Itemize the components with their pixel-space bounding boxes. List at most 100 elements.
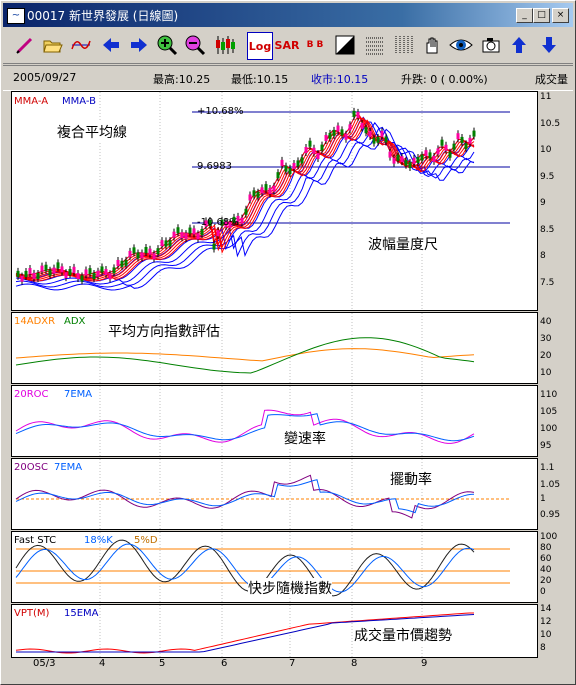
stc-tick: 0 bbox=[540, 587, 546, 597]
camera-icon[interactable] bbox=[479, 32, 503, 58]
candle-body bbox=[172, 231, 176, 238]
price-panel[interactable]: MMA-A MMA-B 複合平均線 波幅量度尺 +10.68% 9.6983 -… bbox=[11, 91, 538, 311]
candle-body bbox=[208, 220, 212, 227]
stc-caption: 快步隨機指數 bbox=[248, 578, 332, 598]
zoom-in-icon[interactable] bbox=[155, 32, 179, 58]
roc-tick: 100 bbox=[540, 424, 558, 434]
quote-close: 收市:10.15 bbox=[311, 73, 369, 86]
close-button[interactable]: × bbox=[552, 8, 569, 23]
wave-icon[interactable] bbox=[69, 32, 93, 58]
candle-body bbox=[180, 232, 184, 239]
candle-body bbox=[276, 172, 280, 179]
grid-vertical-icon[interactable] bbox=[391, 32, 415, 58]
adx-tick: 30 bbox=[540, 334, 552, 344]
candle-body bbox=[104, 269, 108, 276]
arrow-down-icon[interactable] bbox=[537, 32, 561, 58]
stc-tick: 80 bbox=[540, 543, 552, 553]
candle-body bbox=[164, 240, 168, 247]
candle-body bbox=[372, 137, 376, 144]
candle-body bbox=[212, 243, 216, 250]
candle-body bbox=[40, 265, 44, 272]
title-bar[interactable]: ~ 00017 新世界發展 (日線圖) _ □ × bbox=[3, 3, 573, 27]
contrast-icon[interactable] bbox=[333, 32, 357, 58]
pencil-icon[interactable] bbox=[13, 32, 37, 58]
price-tick: 8 bbox=[540, 251, 546, 261]
candle-body bbox=[196, 233, 200, 240]
candle-body bbox=[228, 222, 232, 229]
date-tick: 6 bbox=[221, 658, 228, 669]
mma-b-line bbox=[15, 126, 475, 288]
candle-body bbox=[316, 153, 320, 160]
quote-info-bar: 2005/09/27 最高:10.25 最低:10.15 收市:10.15 升跌… bbox=[3, 65, 573, 91]
candle-body bbox=[168, 240, 172, 247]
adx-panel[interactable]: 14ADXR ADX 平均方向指數評估 bbox=[11, 312, 538, 384]
minimize-button[interactable]: _ bbox=[516, 8, 533, 23]
mid-band-label: 9.6983 bbox=[197, 161, 232, 172]
candle-body bbox=[20, 275, 24, 282]
candle-body bbox=[336, 125, 340, 132]
candle-body bbox=[176, 227, 180, 234]
osc-panel[interactable]: 20OSC 7EMA 擺動率 bbox=[11, 458, 538, 530]
stc-panel[interactable]: Fast STC 18%K 5%D 快步隨機指數 bbox=[11, 531, 538, 603]
candle-body bbox=[128, 250, 132, 257]
candle-body bbox=[344, 133, 348, 140]
vpt-ema-legend: 15EMA bbox=[64, 608, 99, 619]
candle-body bbox=[216, 230, 220, 237]
candle-body bbox=[448, 151, 452, 158]
candle-body bbox=[280, 159, 284, 166]
sar-icon[interactable]: SAR bbox=[274, 38, 300, 52]
candle-body bbox=[160, 240, 164, 247]
adx-tick: 10 bbox=[540, 368, 552, 378]
open-folder-icon[interactable] bbox=[41, 32, 65, 58]
hand-icon[interactable] bbox=[421, 32, 445, 58]
vpt-legend: VPT(M) bbox=[14, 608, 50, 619]
candle-body bbox=[248, 194, 252, 201]
candle-body bbox=[396, 154, 400, 161]
candle-body bbox=[64, 272, 68, 279]
candle-body bbox=[400, 156, 404, 163]
mma-b-line bbox=[15, 128, 475, 291]
candle-body bbox=[324, 134, 328, 141]
roc-panel[interactable]: 20ROC 7EMA 變速率 bbox=[11, 385, 538, 457]
vpt-caption: 成交量市價趨勢 bbox=[354, 625, 452, 645]
candle-body bbox=[308, 140, 312, 147]
bb-icon[interactable]: B B bbox=[306, 40, 324, 50]
vpt-panel[interactable]: VPT(M) 15EMA 成交量市價趨勢 bbox=[11, 604, 538, 658]
candle-body bbox=[100, 266, 104, 273]
price-tick: 7.5 bbox=[540, 278, 555, 288]
adx-legend: ADX bbox=[64, 316, 86, 327]
zoom-out-icon[interactable] bbox=[183, 32, 207, 58]
vpt-tick: 10 bbox=[540, 630, 552, 640]
grid-horizontal-icon[interactable] bbox=[363, 32, 387, 58]
maximize-button[interactable]: □ bbox=[533, 8, 550, 23]
candle-body bbox=[272, 185, 276, 192]
candle-body bbox=[284, 165, 288, 172]
arrow-up-icon[interactable] bbox=[507, 32, 531, 58]
adx-tick: 40 bbox=[540, 317, 552, 327]
price-tick: 10 bbox=[540, 145, 552, 155]
mma-a-legend: MMA-A bbox=[14, 96, 49, 107]
candle-body bbox=[232, 216, 236, 223]
log-scale-icon[interactable]: Log bbox=[247, 32, 273, 60]
arrow-right-icon[interactable] bbox=[127, 32, 151, 58]
candle-body bbox=[376, 136, 380, 143]
eye-icon[interactable] bbox=[449, 32, 473, 58]
osc-legend: 20OSC bbox=[14, 462, 48, 473]
candle-body bbox=[408, 162, 412, 169]
candle-body bbox=[16, 270, 20, 277]
quote-high: 最高:10.25 bbox=[153, 73, 211, 86]
roc-tick: 105 bbox=[540, 407, 558, 417]
candle-body bbox=[124, 259, 128, 266]
candle-body bbox=[300, 157, 304, 164]
candle-body bbox=[428, 152, 432, 159]
date-tick: 7 bbox=[289, 658, 296, 669]
candlestick-icon[interactable] bbox=[213, 32, 237, 58]
date-tick: 5 bbox=[159, 658, 166, 669]
arrow-left-icon[interactable] bbox=[99, 32, 123, 58]
price-tick: 10.5 bbox=[540, 119, 561, 129]
vpt-chart bbox=[15, 605, 475, 657]
date-axis: 05/3 4 5 6 7 8 9 bbox=[11, 655, 536, 675]
candle-body bbox=[264, 184, 268, 191]
candle-body bbox=[384, 136, 388, 143]
candle-body bbox=[88, 268, 92, 275]
